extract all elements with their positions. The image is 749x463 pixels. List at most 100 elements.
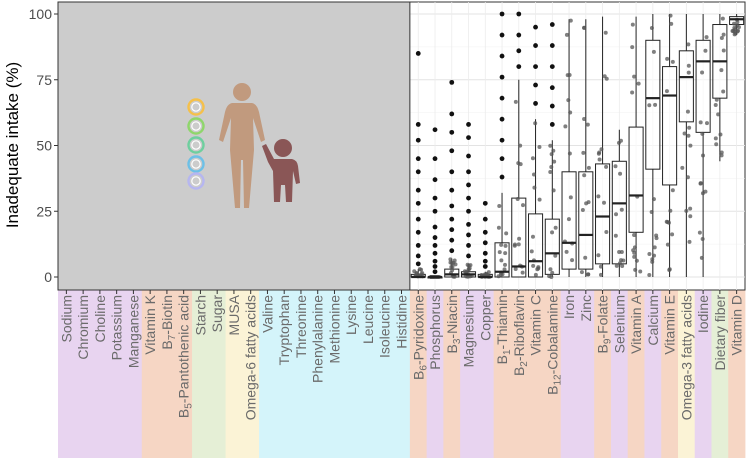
box-b6-pyridoxine <box>410 51 426 279</box>
data-point <box>652 253 657 258</box>
outlier-point <box>499 156 505 162</box>
band-calcium <box>644 290 662 458</box>
x-label-vitamin-e: Vitamin E <box>662 295 678 355</box>
box-series <box>410 11 745 279</box>
data-point <box>582 116 587 121</box>
data-point <box>647 252 652 257</box>
data-point <box>714 97 719 102</box>
data-point <box>664 89 669 94</box>
outlier-point <box>466 122 471 127</box>
outlier-point <box>549 122 555 127</box>
x-axis-labels: Sodium Chromium Choline Potassium Manganese V… <box>58 290 745 420</box>
band-b9-folate <box>594 290 612 458</box>
band-phosphorus <box>426 290 444 458</box>
band-vitamin-k <box>141 290 159 458</box>
data-point <box>583 255 588 260</box>
box-copper <box>477 200 493 279</box>
outlier-point <box>449 79 455 85</box>
x-label-tryptophan: Tryptophan <box>276 295 292 365</box>
data-point <box>516 242 521 247</box>
box-iqr <box>662 66 678 186</box>
data-point <box>664 219 669 224</box>
band-tryptophan <box>275 290 293 458</box>
data-point <box>582 173 587 178</box>
data-point <box>651 197 656 202</box>
outlier-point <box>499 11 505 17</box>
x-label-leucine: Leucine <box>360 295 376 344</box>
box-vitamin-c <box>528 24 544 278</box>
data-point <box>453 262 458 267</box>
data-point <box>518 143 523 148</box>
data-point <box>496 274 501 279</box>
x-label-selenium: Selenium <box>611 295 627 353</box>
x-label-zinc: Zinc <box>578 295 594 321</box>
data-point <box>550 230 555 235</box>
outlier-point <box>415 229 421 235</box>
data-point <box>719 153 724 158</box>
outlier-point <box>432 235 438 240</box>
x-label-lysine: Lysine <box>343 295 359 335</box>
data-point <box>513 266 518 271</box>
outlier-point <box>482 216 488 222</box>
data-point <box>680 165 685 170</box>
data-point <box>553 225 558 230</box>
box-iqr <box>678 50 694 123</box>
data-point <box>700 70 705 75</box>
outlier-point <box>432 250 438 256</box>
data-point <box>497 204 502 209</box>
outlier-point <box>432 269 438 275</box>
data-point <box>550 270 555 275</box>
outlier-point <box>466 232 471 238</box>
outlier-point <box>432 195 438 201</box>
outlier-point <box>466 208 471 214</box>
band-b1-thiamin <box>493 290 511 458</box>
data-point <box>687 125 692 130</box>
data-point <box>719 150 724 155</box>
data-point <box>620 264 625 269</box>
data-point <box>700 131 705 136</box>
data-point <box>451 274 456 279</box>
x-label-dietary-fiber: Dietary fiber <box>712 295 728 371</box>
outlier-point <box>499 95 505 101</box>
band-zinc <box>577 290 595 458</box>
data-point <box>504 231 509 236</box>
data-point <box>499 242 504 247</box>
data-point <box>632 250 637 255</box>
data-point <box>533 121 538 126</box>
box-iqr <box>595 163 611 265</box>
data-point <box>613 164 618 169</box>
x-label-phosphorus: Phosphorus <box>427 295 443 370</box>
data-point <box>579 270 584 275</box>
data-point <box>630 45 635 50</box>
ring <box>187 117 205 135</box>
data-point <box>567 151 572 156</box>
band-copper <box>476 290 495 458</box>
band-manganese <box>125 290 143 458</box>
data-point <box>466 268 471 273</box>
data-point <box>420 271 425 276</box>
y-axis: 0 25 50 75 100 <box>29 6 58 285</box>
outlier-point <box>449 203 455 209</box>
data-point <box>602 74 607 79</box>
data-point <box>598 264 603 269</box>
outlier-point <box>415 122 421 127</box>
band-sugar <box>208 290 226 458</box>
illustration-icons <box>187 83 300 208</box>
box-vitamin-e <box>662 13 678 277</box>
outlier-point <box>533 24 538 30</box>
data-point <box>596 253 601 258</box>
box-b9-folate <box>595 16 611 277</box>
data-point <box>621 258 626 263</box>
outlier-point <box>432 208 438 214</box>
data-point <box>634 258 639 263</box>
band-vitamin-c <box>527 290 545 458</box>
data-point <box>449 261 454 266</box>
woman-icon <box>219 83 265 208</box>
outlier-point <box>499 32 505 38</box>
category-bands <box>58 290 746 458</box>
data-point <box>618 171 623 176</box>
data-point <box>701 153 706 158</box>
data-point <box>596 194 601 199</box>
outlier-point <box>549 64 555 69</box>
